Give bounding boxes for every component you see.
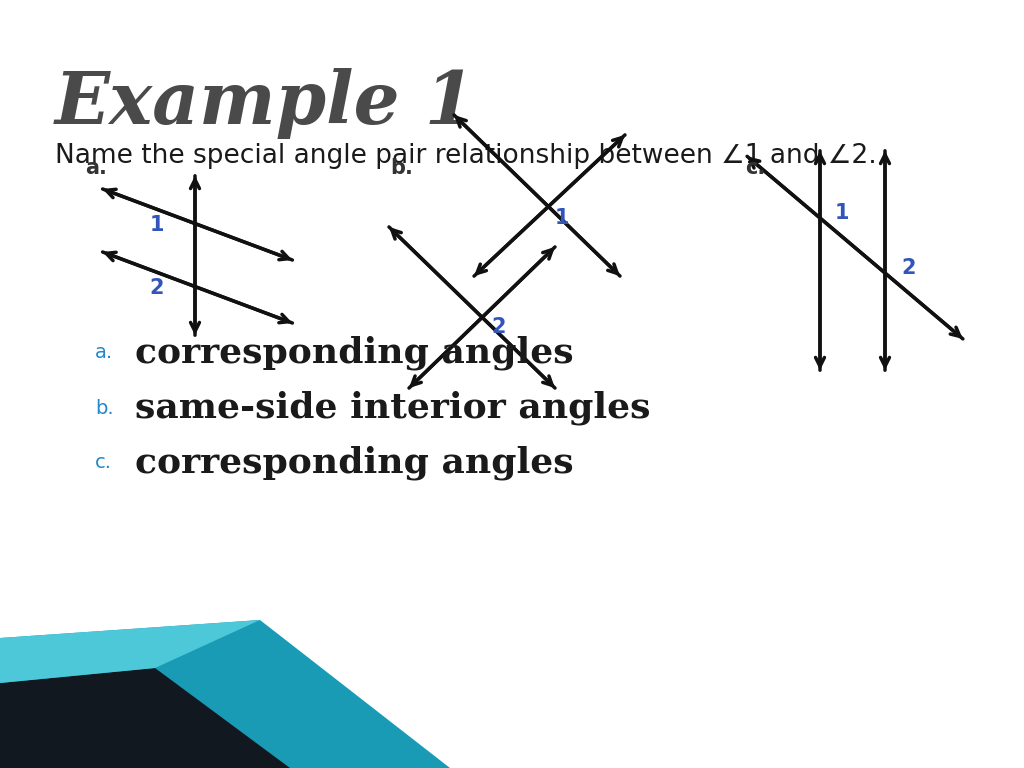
Text: corresponding angles: corresponding angles [135,336,573,370]
Text: 1: 1 [150,215,164,235]
Text: 2: 2 [150,278,164,298]
Polygon shape [0,620,450,768]
Text: b.: b. [95,399,114,418]
Text: 2: 2 [492,317,506,337]
Polygon shape [0,668,290,768]
Text: 1: 1 [555,208,569,228]
Text: c.: c. [95,453,112,472]
Text: corresponding angles: corresponding angles [135,445,573,480]
Text: Example 1: Example 1 [55,68,476,139]
Text: 2: 2 [902,258,916,278]
Text: b.: b. [390,158,413,178]
Text: c.: c. [745,158,765,178]
Polygon shape [0,620,260,683]
Text: a.: a. [95,343,113,362]
Text: same-side interior angles: same-side interior angles [135,391,650,425]
Text: a.: a. [85,158,106,178]
Text: 1: 1 [835,203,849,223]
Text: Name the special angle pair relationship between ∠1 and ∠2.: Name the special angle pair relationship… [55,143,877,169]
